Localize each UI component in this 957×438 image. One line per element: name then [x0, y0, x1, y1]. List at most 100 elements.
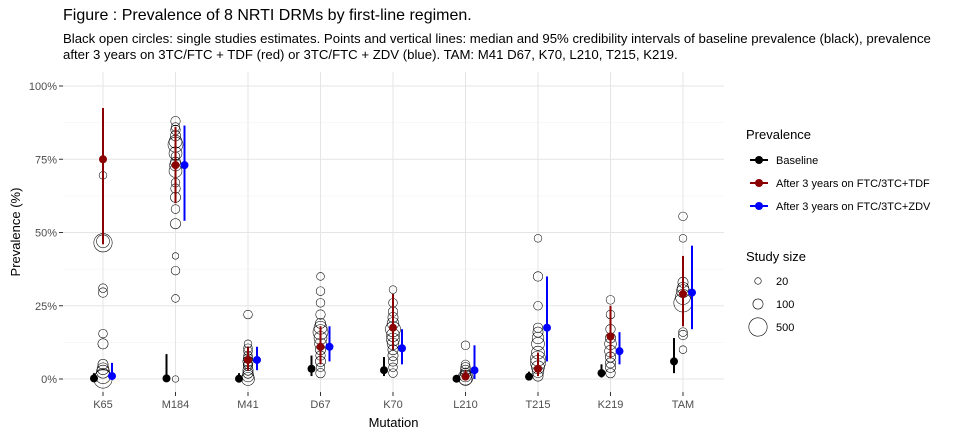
x-tick-label: K70 [383, 399, 403, 411]
x-tick-label: L210 [453, 399, 477, 411]
study-estimate-point [388, 362, 398, 372]
study-estimate-point [96, 364, 110, 379]
study-estimate-point [460, 359, 471, 369]
legend-size-key [752, 298, 764, 310]
study-estimate-point [170, 265, 181, 276]
study-estimate-point [531, 331, 545, 345]
study-estimates-k65 [93, 171, 113, 389]
study-estimate-point [678, 345, 688, 354]
study-estimate-point [315, 286, 326, 296]
legend-size-label: 500 [776, 322, 794, 334]
study-estimate-point [677, 330, 689, 341]
study-estimate-point [170, 116, 181, 127]
median-point [235, 374, 243, 383]
legend-title-study-size: Study size [746, 249, 806, 264]
x-axis-label: Mutation [369, 415, 419, 430]
study-estimate-point [387, 350, 399, 361]
study-estimate-point [678, 327, 688, 337]
median-point [543, 323, 551, 332]
x-tick-label: T215 [525, 399, 550, 411]
study-estimate-point [98, 328, 108, 339]
median-point [670, 357, 678, 366]
figure-title: Figure : Prevalence of 8 NRTI DRMs by fi… [63, 7, 472, 24]
median-point [90, 374, 98, 383]
study-estimate-point [171, 252, 180, 260]
plot-panel: 0% 25% 50% 75% 100% K65 M184 M41 D67 K70 L210 T215 K… [29, 72, 724, 411]
median-point [615, 347, 624, 356]
legend-title-prevalence: Prevalence [746, 127, 811, 142]
median-point [99, 155, 107, 164]
y-tick-label: 25% [35, 301, 57, 313]
median-point [244, 355, 252, 364]
legend: Prevalence Baseline After 3 years on FTC/3… [746, 127, 931, 337]
median-point [307, 364, 316, 373]
legend-label: After 3 years on FTC/3TC+ZDV [776, 201, 931, 213]
study-estimate-point [460, 340, 471, 350]
legend-key-point [755, 156, 763, 164]
study-estimate-point [315, 298, 326, 308]
study-estimate-point [678, 211, 688, 222]
x-tick-label: M184 [162, 399, 190, 411]
y-tick-label: 0% [41, 374, 57, 386]
x-tick-label: K65 [93, 399, 113, 411]
legend-size-label: 20 [776, 276, 788, 288]
median-point [180, 161, 189, 170]
study-estimate-point [316, 272, 325, 281]
median-point [380, 366, 388, 375]
x-tick-label: M41 [237, 399, 258, 411]
study-estimate-point [97, 287, 109, 298]
median-point [688, 288, 696, 297]
study-estimate-point [315, 309, 326, 320]
median-point [597, 369, 606, 378]
legend-size-key [748, 317, 768, 337]
study-estimate-point [241, 369, 255, 383]
study-estimate-point [170, 218, 181, 230]
study-estimate-point [171, 375, 180, 383]
x-tick-label: D67 [310, 399, 330, 411]
median-point [534, 364, 542, 373]
median-point [470, 366, 479, 375]
median-point [253, 355, 261, 364]
median-point [171, 161, 180, 170]
study-estimate-point [388, 368, 398, 378]
study-estimate-point [243, 309, 253, 320]
median-point [461, 372, 470, 381]
median-point [452, 374, 461, 383]
median-point [316, 342, 325, 351]
study-estimate-point [97, 338, 109, 350]
series-3 [108, 125, 696, 381]
study-estimate-point [533, 234, 543, 243]
x-tick-label: K219 [598, 399, 624, 411]
legend-key-point [755, 179, 763, 187]
y-tick-label: 100% [29, 81, 57, 93]
legend-label: Baseline [776, 155, 818, 167]
study-estimate-point [605, 368, 616, 379]
x-tick-label: TAM [672, 399, 694, 411]
figure-subtitle: Black open circles: single studies estim… [63, 31, 931, 62]
series-2 [99, 107, 687, 381]
median-point [606, 332, 615, 341]
legend-key-point [755, 202, 763, 210]
study-estimate-point [532, 271, 544, 282]
legend-label: After 3 years on FTC/3TC+TDF [776, 178, 930, 190]
median-point [325, 342, 334, 351]
y-tick-label: 75% [35, 154, 57, 166]
series-1 [90, 337, 678, 383]
study-estimate-point [97, 358, 109, 370]
median-point [398, 344, 406, 353]
study-estimate-point [171, 294, 180, 303]
study-estimate-point [387, 356, 399, 367]
study-estimate-point [388, 285, 398, 294]
study-estimate-point [98, 283, 108, 293]
median-point [108, 372, 116, 381]
study-estimate-point [315, 368, 326, 379]
y-axis-label: Prevalence (%) [8, 188, 23, 277]
study-estimate-point [532, 326, 544, 338]
study-estimate-point [96, 362, 110, 375]
study-estimate-point [170, 204, 181, 214]
legend-size-label: 100 [776, 299, 794, 311]
study-estimate-point [532, 322, 544, 333]
median-point [162, 374, 171, 383]
legend-size-key [754, 277, 762, 285]
